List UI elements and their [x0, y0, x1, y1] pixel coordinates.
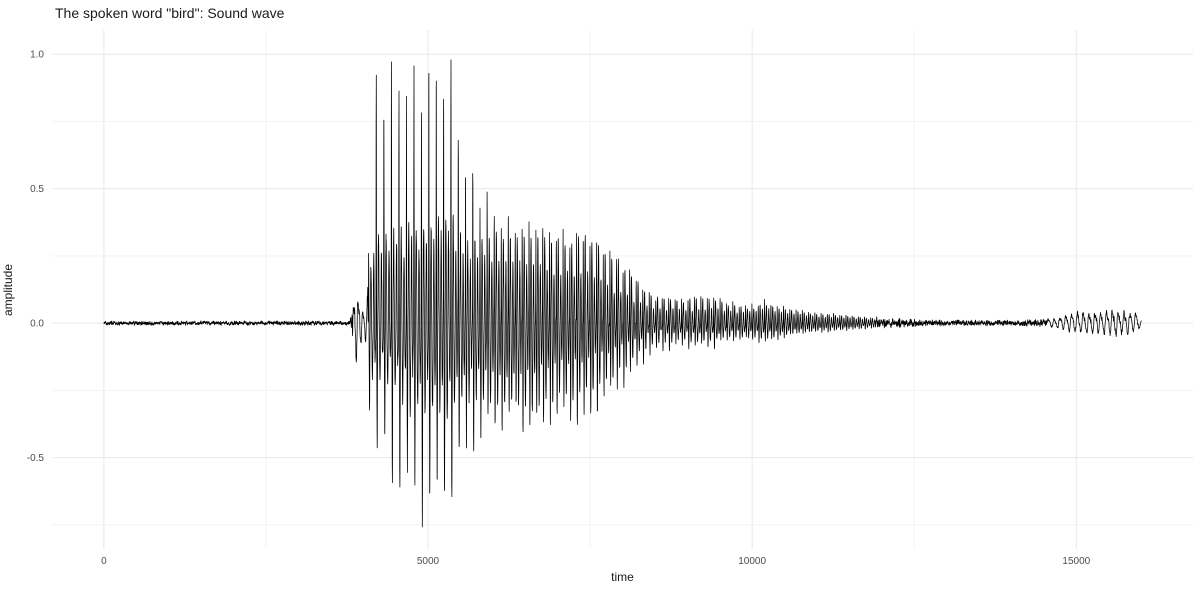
y-axis-title: amplitude [1, 263, 15, 317]
chart-title: The spoken word "bird": Sound wave [55, 5, 285, 21]
waveform-line [103, 59, 1142, 528]
y-tick-label: -0.5 [27, 453, 45, 464]
x-axis-title: time [611, 570, 634, 584]
y-tick-label: 1.0 [30, 50, 44, 61]
gridlines-minor [52, 30, 1193, 549]
x-tick-label: 5000 [417, 556, 440, 567]
x-tick-label: 0 [101, 556, 107, 567]
x-tick-label: 10000 [738, 556, 766, 567]
y-tick-label: 0.5 [30, 184, 44, 195]
tick-labels: 0 5000 10000 15000 -0.5 0.0 0.5 1.0 [27, 50, 1091, 567]
gridlines-major [52, 30, 1193, 549]
x-tick-label: 15000 [1062, 556, 1090, 567]
y-tick-label: 0.0 [30, 319, 44, 330]
